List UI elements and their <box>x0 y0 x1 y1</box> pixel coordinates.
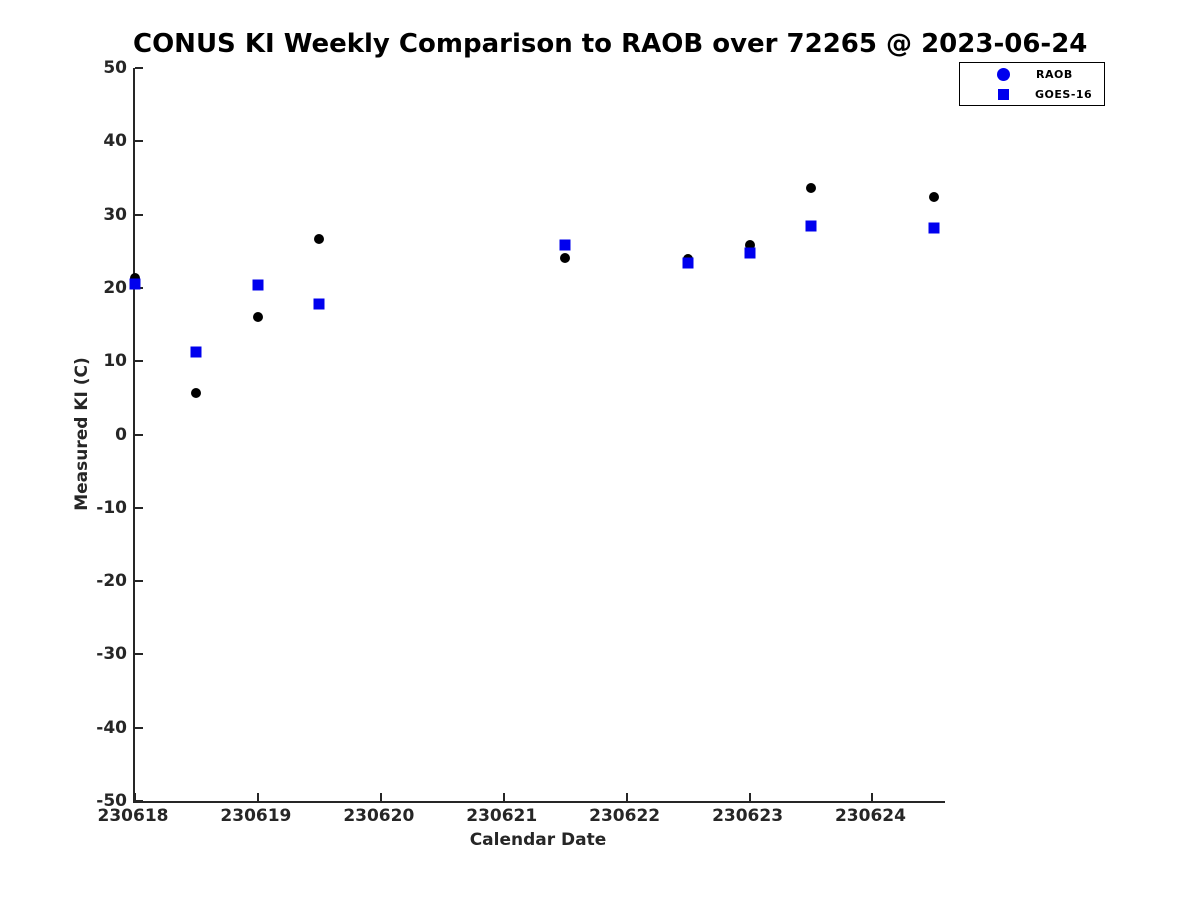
raob-data-point <box>252 312 263 323</box>
y-tick-mark <box>135 360 143 363</box>
goes-16-data-point <box>928 222 940 234</box>
y-tick-mark <box>135 506 143 509</box>
y-tick-mark <box>135 213 143 216</box>
y-tick-mark <box>135 580 143 583</box>
x-tick-mark <box>379 793 382 801</box>
legend-item-raob: RAOB <box>960 64 1104 84</box>
x-tick-label: 230623 <box>712 806 784 826</box>
x-tick-mark <box>256 793 259 801</box>
raob-data-point <box>560 252 571 263</box>
legend-item-goes16: GOES-16 <box>960 84 1104 104</box>
raob-data-point <box>744 239 755 250</box>
x-tick-label: 230618 <box>97 806 169 826</box>
y-tick-label: -40 <box>96 717 127 738</box>
y-tick-mark <box>135 800 143 802</box>
raob-data-point <box>314 233 325 244</box>
y-tick-label: 40 <box>103 131 127 152</box>
raob-data-point <box>928 192 939 202</box>
goes-16-data-point <box>313 298 325 310</box>
raob-data-point <box>130 272 140 283</box>
goes-16-data-point <box>252 279 264 291</box>
x-tick-mark <box>625 793 628 801</box>
goes-16-data-point <box>805 220 817 232</box>
x-axis-label: Calendar Date <box>469 830 607 850</box>
goes-16-data-point <box>129 278 141 290</box>
x-tick-mark <box>502 793 505 801</box>
goes-16-data-point <box>559 239 571 251</box>
y-tick-mark <box>135 653 143 656</box>
y-tick-label: -50 <box>96 791 127 811</box>
raob-data-point <box>806 183 817 194</box>
x-tick-label: 230620 <box>343 806 415 826</box>
y-tick-mark <box>135 140 143 143</box>
x-tick-mark <box>748 793 751 801</box>
y-tick-label: 10 <box>103 351 127 372</box>
raob-data-point <box>191 387 202 398</box>
legend: RAOB GOES-16 <box>959 62 1105 106</box>
y-tick-label: -30 <box>96 644 127 665</box>
chart-title: CONUS KI Weekly Comparison to RAOB over … <box>133 29 1088 59</box>
x-tick-label: 230621 <box>466 806 538 826</box>
y-tick-label: 0 <box>115 424 127 445</box>
y-tick-label: -10 <box>96 497 127 518</box>
y-tick-mark <box>135 433 143 436</box>
x-tick-mark <box>134 793 136 801</box>
goes-16-data-point <box>190 346 202 358</box>
y-tick-label: -20 <box>96 571 127 592</box>
y-tick-mark <box>135 67 143 69</box>
y-tick-label: 20 <box>103 277 127 298</box>
goes16-square-marker-icon <box>998 88 1009 100</box>
x-tick-label: 230624 <box>834 806 906 826</box>
plot-area <box>129 67 945 803</box>
y-tick-label: 50 <box>103 58 127 78</box>
legend-label-goes16: GOES-16 <box>1035 87 1093 101</box>
y-tick-mark <box>135 726 143 729</box>
legend-label-raob: RAOB <box>1036 67 1073 81</box>
raob-circle-marker-icon <box>997 67 1010 81</box>
x-tick-label: 230622 <box>589 806 661 826</box>
goes-16-data-point <box>682 257 694 269</box>
goes-16-data-point <box>744 247 756 259</box>
x-tick-label: 230619 <box>220 806 292 826</box>
x-tick-mark <box>871 793 874 801</box>
y-tick-label: 30 <box>103 204 127 225</box>
